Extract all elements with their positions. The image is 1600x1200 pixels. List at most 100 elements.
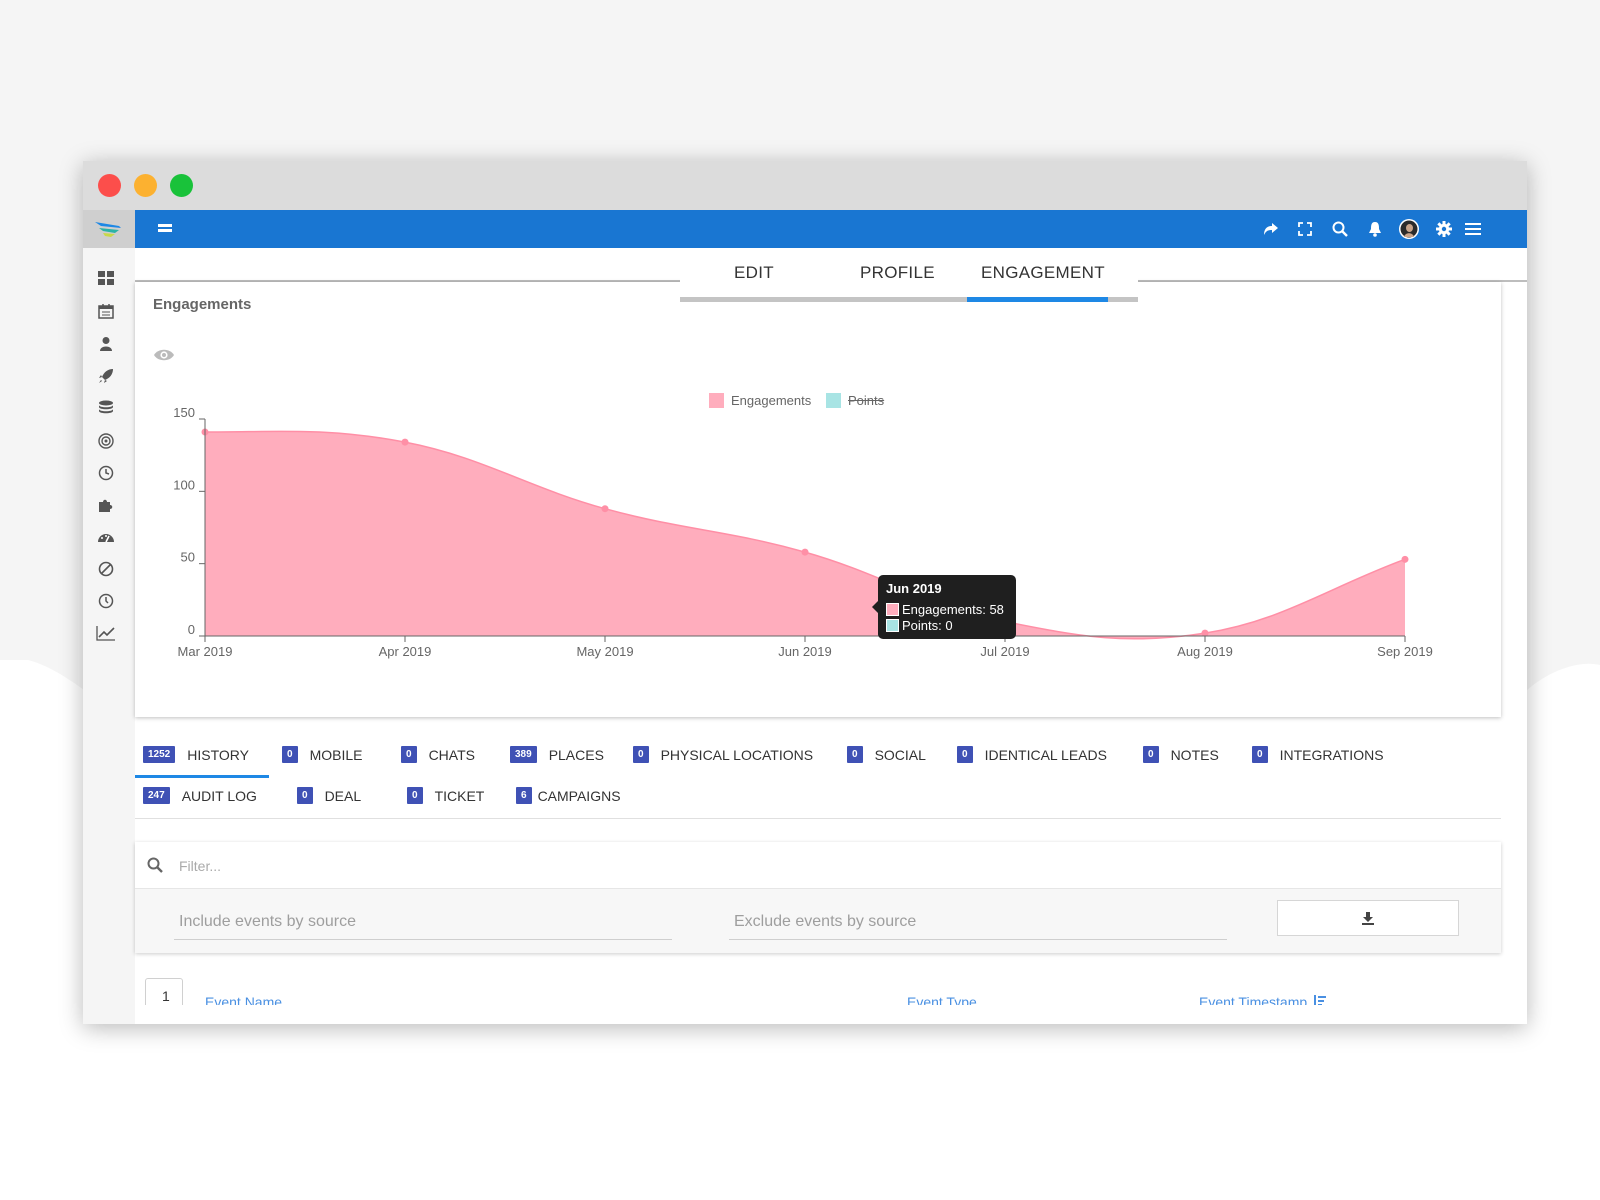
ticket-count-badge: 0 [407, 787, 423, 804]
contacts-icon[interactable] [96, 334, 116, 354]
search-icon[interactable] [1330, 219, 1350, 239]
social-count-badge: 0 [847, 746, 863, 763]
menu-icon[interactable] [1463, 219, 1483, 239]
mobile-count-badge: 0 [282, 746, 298, 763]
subtab-campaigns-label: CAMPAIGNS [537, 787, 621, 804]
subtab-history[interactable]: 1252 HISTORY [143, 746, 249, 763]
subtab-deal[interactable]: 0 DEAL [297, 787, 361, 804]
x-tick-label-aug-2019: Aug 2019 [1177, 644, 1233, 659]
campaigns-rocket-icon[interactable] [96, 366, 116, 386]
subtab-ticket-label: TICKET [434, 787, 485, 804]
clock-icon[interactable] [96, 463, 116, 483]
exclude-source-placeholder: Exclude events by source [734, 913, 917, 930]
subtab-physical-locations-label: PHYSICAL LOCATIONS [660, 746, 814, 763]
calendar-icon[interactable] [96, 301, 116, 321]
subtab-notes[interactable]: 0 NOTES [1143, 746, 1219, 763]
include-source-field[interactable]: Include events by source [174, 909, 672, 940]
subtab-identical-leads-label: IDENTICAL LEADS [984, 746, 1107, 763]
tab-edit[interactable]: EDIT [734, 263, 774, 282]
tab-engagement[interactable]: ENGAGEMENT [981, 263, 1105, 282]
tooltip-row-points: Points: 0 [886, 618, 953, 633]
tab-profile[interactable]: PROFILE [860, 263, 935, 282]
download-icon [1362, 912, 1374, 925]
data-point-aug-2019 [1201, 629, 1209, 637]
subtab-social-label: SOCIAL [874, 746, 926, 763]
gauge-icon[interactable] [96, 527, 116, 547]
engagements-chart-card: Engagements Engagements Points 0 50 100 150… [135, 282, 1501, 717]
target-icon[interactable] [96, 431, 116, 451]
deal-count-badge: 0 [297, 787, 313, 804]
legend-engagements-swatch [709, 393, 724, 408]
share-icon[interactable] [1261, 219, 1281, 239]
close-window-button[interactable] [98, 174, 121, 197]
gear-icon[interactable] [1434, 219, 1454, 239]
bell-icon[interactable] [1365, 219, 1385, 239]
chats-count-badge: 0 [401, 746, 417, 763]
stack-icon[interactable] [96, 398, 116, 418]
history-icon[interactable] [96, 591, 116, 611]
event-filter-panel: Include events by source Exclude events … [135, 842, 1501, 953]
subtab-campaigns[interactable]: 6 CAMPAIGNS [516, 787, 621, 804]
audit-log-count-badge: 247 [143, 787, 170, 804]
download-button[interactable] [1277, 900, 1459, 936]
tooltip-engagements-swatch [886, 603, 899, 616]
y-tick-label-50: 50 [181, 550, 195, 565]
data-point-apr-2019 [401, 438, 409, 446]
physical-locations-count-badge: 0 [633, 746, 649, 763]
subtab-mobile[interactable]: 0 MOBILE [282, 746, 362, 763]
tooltip-arrow [872, 601, 878, 613]
subtab-chats[interactable]: 0 CHATS [401, 746, 475, 763]
plugins-puzzle-icon[interactable] [96, 495, 116, 515]
legend-engagements-label: Engagements [731, 393, 812, 408]
eye-icon[interactable] [153, 348, 175, 367]
x-tick-label-jul-2019: Jul 2019 [980, 644, 1029, 659]
data-point-jun-2019 [801, 548, 809, 556]
identical-leads-count-badge: 0 [957, 746, 973, 763]
x-tick-label-apr-2019: Apr 2019 [379, 644, 432, 659]
window-titlebar [83, 161, 1527, 210]
subtab-audit-log[interactable]: 247 AUDIT LOG [143, 787, 257, 804]
chart-line-icon[interactable] [96, 623, 116, 643]
logo[interactable] [83, 210, 135, 248]
exclude-source-field[interactable]: Exclude events by source [729, 909, 1227, 940]
subtab-physical-locations[interactable]: 0 PHYSICAL LOCATIONS [633, 746, 813, 763]
data-point-sep-2019 [1401, 555, 1409, 563]
notes-count-badge: 0 [1143, 746, 1159, 763]
hamburger-icon[interactable] [155, 219, 175, 239]
include-source-placeholder: Include events by source [179, 913, 356, 930]
tabs-bottom-border [680, 297, 1138, 302]
subtab-integrations[interactable]: 0 INTEGRATIONS [1252, 746, 1384, 763]
legend-points-label: Points [848, 393, 885, 408]
ban-icon[interactable] [96, 559, 116, 579]
legend-engagements[interactable]: Engagements [709, 393, 811, 408]
subtab-integrations-label: INTEGRATIONS [1279, 746, 1384, 763]
engagements-area-chart: 0 50 100 150 Mar 2019 Apr 2019 May 2019 Jun 201… [173, 405, 1433, 659]
dashboard-icon[interactable] [96, 268, 116, 288]
contact-tabs: EDIT PROFILE ENGAGEMENT [680, 248, 1138, 302]
x-tick-label-jun-2019: Jun 2019 [778, 644, 832, 659]
y-tick-label-0: 0 [188, 622, 195, 637]
chart-card-title: Engagements [153, 296, 252, 313]
subtab-social[interactable]: 0 SOCIAL [847, 746, 926, 763]
engagements-area [205, 431, 1405, 639]
subtab-places-label: PLACES [548, 746, 604, 763]
avatar[interactable] [1399, 219, 1419, 239]
legend-points[interactable]: Points [826, 393, 884, 408]
data-point-may-2019 [601, 505, 609, 513]
subtab-notes-label: NOTES [1170, 746, 1219, 763]
y-tick-label-150: 150 [173, 405, 195, 420]
chart-tooltip: Jun 2019 Engagements: 58 Points: 0 [872, 575, 1016, 639]
subtab-places[interactable]: 389 PLACES [510, 746, 604, 763]
subtab-deal-label: DEAL [324, 787, 362, 804]
tooltip-title: Jun 2019 [886, 581, 942, 596]
fullscreen-icon[interactable] [1295, 219, 1315, 239]
filter-input[interactable] [177, 853, 781, 879]
maximize-window-button[interactable] [170, 174, 193, 197]
subtabs-divider [135, 818, 1501, 819]
minimize-window-button[interactable] [134, 174, 157, 197]
subtab-ticket[interactable]: 0 TICKET [407, 787, 484, 804]
x-tick-label-sep-2019: Sep 2019 [1377, 644, 1433, 659]
subtab-identical-leads[interactable]: 0 IDENTICAL LEADS [957, 746, 1107, 763]
history-count-badge: 1252 [143, 746, 176, 763]
tooltip-row-engagements: Engagements: 58 [886, 602, 1004, 617]
